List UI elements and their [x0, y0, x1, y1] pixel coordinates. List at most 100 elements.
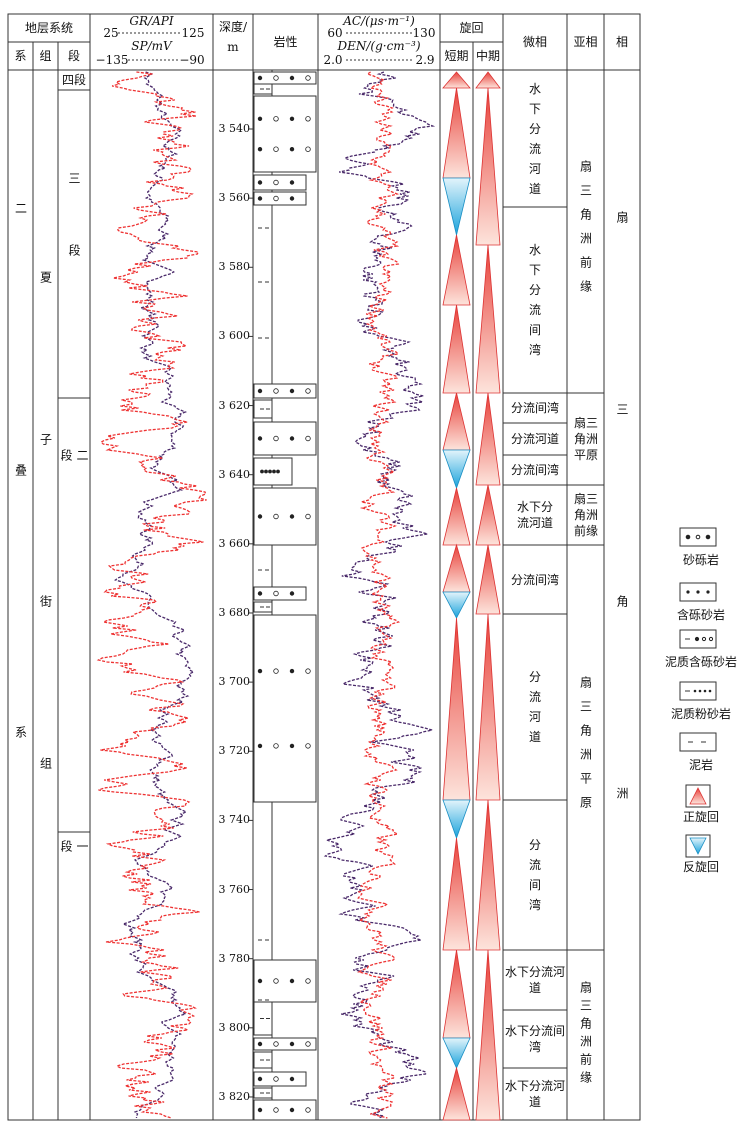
sp-min: −135 — [95, 53, 129, 67]
lithology-grain — [289, 743, 295, 749]
log-curve — [96, 71, 207, 1119]
lithology-grain — [289, 1076, 295, 1082]
microfacies-label: 分流间湾 — [510, 572, 559, 587]
lithology-grain — [273, 75, 279, 81]
lithology-bed — [253, 1071, 307, 1087]
legend-label: 泥质粉砂岩 — [670, 707, 731, 721]
den-max: 2.9 — [415, 53, 435, 67]
legend-grain — [686, 590, 690, 594]
depth-tick-label: 3 800 — [218, 1020, 251, 1034]
lithology-bed — [253, 1099, 317, 1121]
depth-tick-label: 3 680 — [218, 605, 251, 619]
normal-cycle — [442, 304, 471, 394]
lithology-grain — [289, 146, 295, 152]
legend-grain — [694, 636, 700, 642]
legend-grain — [708, 689, 712, 693]
microfacies-label: 分流河道 — [528, 670, 541, 744]
depth-tick-label: 3 540 — [218, 122, 251, 135]
normal-cycle — [442, 87, 471, 179]
lithology-grain — [273, 435, 279, 442]
log-curve — [357, 71, 401, 1119]
ac-max: 130 — [412, 26, 436, 40]
lithology-bed — [253, 586, 307, 601]
lithology-grain — [289, 1107, 295, 1113]
subfacies-label: 扇三角洲平原 — [578, 675, 593, 820]
lithology-grain — [264, 469, 268, 474]
depth-tick-label: 3 580 — [218, 260, 251, 274]
lithology-grain — [305, 978, 311, 984]
legend-grain — [701, 636, 707, 642]
log-curve — [323, 71, 436, 1119]
lithology-grain — [273, 195, 279, 202]
lithology-grain — [305, 75, 311, 81]
header-member: 段 — [67, 49, 80, 63]
depth-unit: m — [227, 40, 239, 54]
header-facies: 相 — [615, 35, 628, 49]
ac-min: 60 — [327, 26, 343, 40]
legend-label: 正旋回 — [682, 810, 719, 824]
depth-tick-label: 3 560 — [218, 191, 251, 205]
normal-cycle — [689, 787, 707, 805]
normal-cycle — [442, 949, 471, 1039]
lithology-bed — [253, 383, 317, 399]
gr-min: 25 — [103, 26, 119, 40]
header-subfacies: 亚相 — [573, 35, 598, 49]
depth-tick-label: 3 640 — [218, 467, 251, 481]
microfacies-label: 分流间湾 — [528, 838, 541, 912]
lithology-bed — [253, 95, 317, 173]
lithology-grain — [289, 591, 295, 596]
header-microfacies: 微相 — [522, 35, 547, 49]
normal-cycle — [475, 484, 501, 546]
legend-grain — [693, 689, 697, 693]
lithology-grain — [305, 116, 311, 122]
depth-tick-label: 3 760 — [218, 882, 251, 896]
microfacies-label: 水下分流河道 — [516, 500, 553, 530]
depth-title: 深度/ — [218, 20, 248, 34]
lithology-grain — [276, 469, 280, 474]
lithology-grain — [289, 1041, 295, 1047]
lithology-grain — [257, 146, 263, 152]
normal-cycle — [442, 1066, 471, 1121]
lithology-grain — [257, 743, 263, 749]
den-min: 2.0 — [323, 53, 343, 67]
legend-label: 泥岩 — [688, 758, 713, 772]
legend-label: 砂砾岩 — [682, 553, 719, 567]
depth-tick-label: 3 660 — [218, 536, 251, 550]
member-label: 四段 — [61, 73, 86, 87]
normal-cycle — [475, 87, 501, 246]
legend-grain — [703, 689, 707, 693]
lithology-grain — [257, 514, 263, 519]
formation: 夏子街组 — [38, 271, 53, 919]
lithology-grain — [289, 514, 295, 519]
log-curve — [113, 71, 196, 1119]
microfacies-label: 分流间湾 — [510, 463, 559, 477]
sp-max: −90 — [179, 53, 205, 67]
microfacies-label: 水下分流河道 — [528, 81, 541, 196]
lithology-grain — [273, 590, 279, 597]
normal-cycle — [442, 234, 471, 306]
normal-cycle — [475, 544, 501, 615]
header-formation: 组 — [39, 49, 52, 63]
reverse-cycle — [442, 177, 471, 236]
reverse-cycle — [689, 837, 707, 855]
lithology-grain — [305, 513, 311, 520]
lithology-bed — [253, 191, 307, 206]
member-label: 三段 — [67, 172, 81, 316]
normal-cycle — [475, 799, 501, 951]
legend-swatch — [679, 681, 717, 701]
lithology-grain — [257, 1041, 263, 1047]
facies: 扇三角洲 — [615, 211, 629, 979]
lithology-grain — [273, 388, 279, 394]
lithology-grain — [257, 196, 263, 201]
lithology-grain — [273, 513, 279, 520]
reverse-cycle — [442, 799, 471, 840]
lithology-grain — [305, 668, 311, 674]
normal-cycle — [475, 71, 501, 89]
lithology-bed — [253, 71, 317, 85]
legend-label: 反旋回 — [682, 860, 719, 874]
lithology-grain — [273, 668, 279, 674]
legend-grain — [695, 534, 701, 540]
subfacies-label: 扇三角洲平原 — [573, 416, 598, 462]
depth-tick-label: 3 780 — [218, 951, 251, 965]
